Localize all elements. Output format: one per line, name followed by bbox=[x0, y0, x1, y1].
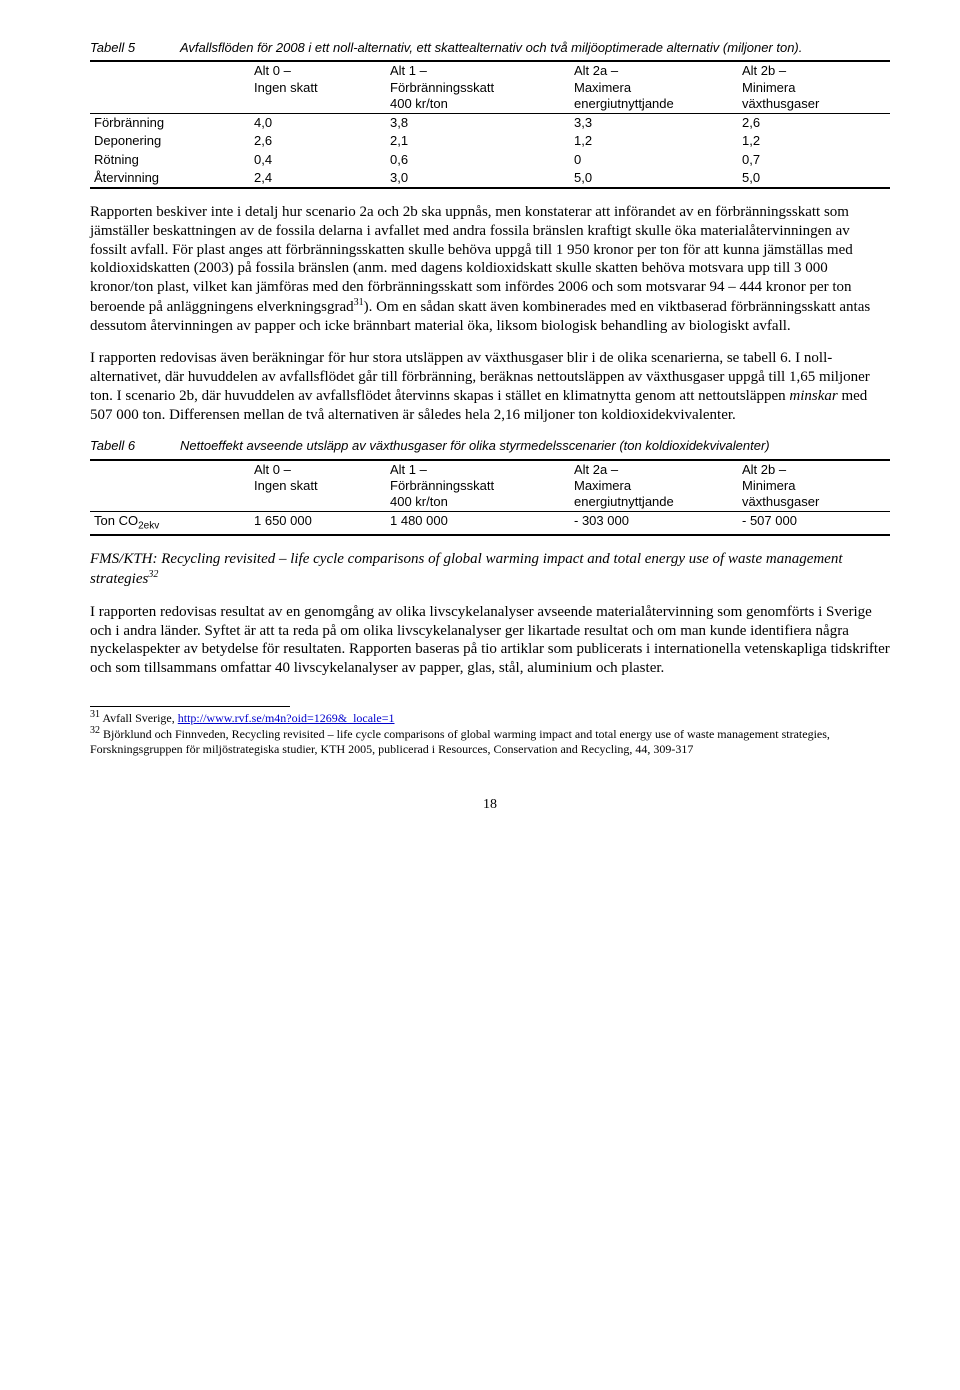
table5-cell: 2,6 bbox=[250, 132, 386, 150]
footnote-32: 32 Björklund och Finnveden, Recycling re… bbox=[90, 725, 890, 756]
table5-cell: 0,4 bbox=[250, 151, 386, 169]
footnote-31-link[interactable]: http://www.rvf.se/m4n?oid=1269&_locale=1 bbox=[178, 711, 395, 725]
table6-h0 bbox=[90, 460, 250, 512]
table5-caption-label: Tabell 5 bbox=[90, 40, 180, 56]
paragraph-2: I rapporten redovisas även beräkningar f… bbox=[90, 349, 890, 424]
table5-cell: Återvinning bbox=[90, 169, 250, 188]
table6-h4: Alt 2b – Minimera växthusgaser bbox=[738, 460, 890, 512]
table5-row: Rötning0,40,600,7 bbox=[90, 151, 890, 169]
table5-h0 bbox=[90, 61, 250, 113]
paragraph-3: I rapporten redovisas resultat av en gen… bbox=[90, 603, 890, 678]
table5-cell: 4,0 bbox=[250, 114, 386, 133]
table5-cell: 3,8 bbox=[386, 114, 570, 133]
table5-row: Deponering2,62,11,21,2 bbox=[90, 132, 890, 150]
table5-cell: Deponering bbox=[90, 132, 250, 150]
table6-rowlabel: Ton CO2ekv bbox=[90, 512, 250, 536]
table5-row: Återvinning2,43,05,05,0 bbox=[90, 169, 890, 188]
table6-caption: Tabell 6 Nettoeffekt avseende utsläpp av… bbox=[90, 438, 890, 454]
table5-cell: 2,4 bbox=[250, 169, 386, 188]
footnote-ref-31: 31 bbox=[354, 297, 364, 308]
table5-h1: Alt 0 – Ingen skatt bbox=[250, 61, 386, 113]
table5-caption: Tabell 5 Avfallsflöden för 2008 i ett no… bbox=[90, 40, 890, 56]
table5-cell: 3,0 bbox=[386, 169, 570, 188]
table5-h3: Alt 2a – Maximera energiutnyttjande bbox=[570, 61, 738, 113]
table5-cell: Förbränning bbox=[90, 114, 250, 133]
table5-h4: Alt 2b – Minimera växthusgaser bbox=[738, 61, 890, 113]
page-number: 18 bbox=[90, 796, 890, 814]
table5-cell: 2,6 bbox=[738, 114, 890, 133]
paragraph-1: Rapporten beskiver inte i detalj hur sce… bbox=[90, 203, 890, 335]
table5-cell: 1,2 bbox=[738, 132, 890, 150]
footnote-31: 31 Avfall Sverige, http://www.rvf.se/m4n… bbox=[90, 709, 890, 725]
table5-caption-text: Avfallsflöden för 2008 i ett noll-altern… bbox=[180, 40, 890, 56]
subheading: FMS/KTH: Recycling revisited – life cycl… bbox=[90, 550, 890, 589]
footnote-separator bbox=[90, 706, 290, 707]
table5-cell: 2,1 bbox=[386, 132, 570, 150]
footnote-ref-32: 32 bbox=[148, 569, 158, 580]
table6-caption-label: Tabell 6 bbox=[90, 438, 180, 454]
footnotes: 31 Avfall Sverige, http://www.rvf.se/m4n… bbox=[90, 709, 890, 756]
table5-cell: 1,2 bbox=[570, 132, 738, 150]
table5-row: Förbränning4,03,83,32,6 bbox=[90, 114, 890, 133]
table5-cell: 5,0 bbox=[570, 169, 738, 188]
table6-h1: Alt 0 – Ingen skatt bbox=[250, 460, 386, 512]
table6-row: Ton CO2ekv 1 650 000 1 480 000 - 303 000… bbox=[90, 512, 890, 536]
table5: Alt 0 – Ingen skatt Alt 1 – Förbrännings… bbox=[90, 60, 890, 189]
table5-cell: 5,0 bbox=[738, 169, 890, 188]
table5-cell: 0,6 bbox=[386, 151, 570, 169]
table6-h3: Alt 2a – Maximera energiutnyttjande bbox=[570, 460, 738, 512]
table5-cell: Rötning bbox=[90, 151, 250, 169]
table6-h2: Alt 1 – Förbränningsskatt 400 kr/ton bbox=[386, 460, 570, 512]
table6-caption-text: Nettoeffekt avseende utsläpp av växthusg… bbox=[180, 438, 890, 454]
table5-cell: 0,7 bbox=[738, 151, 890, 169]
table5-h2: Alt 1 – Förbränningsskatt 400 kr/ton bbox=[386, 61, 570, 113]
table6: Alt 0 – Ingen skatt Alt 1 – Förbrännings… bbox=[90, 459, 890, 537]
table5-cell: 3,3 bbox=[570, 114, 738, 133]
table5-cell: 0 bbox=[570, 151, 738, 169]
